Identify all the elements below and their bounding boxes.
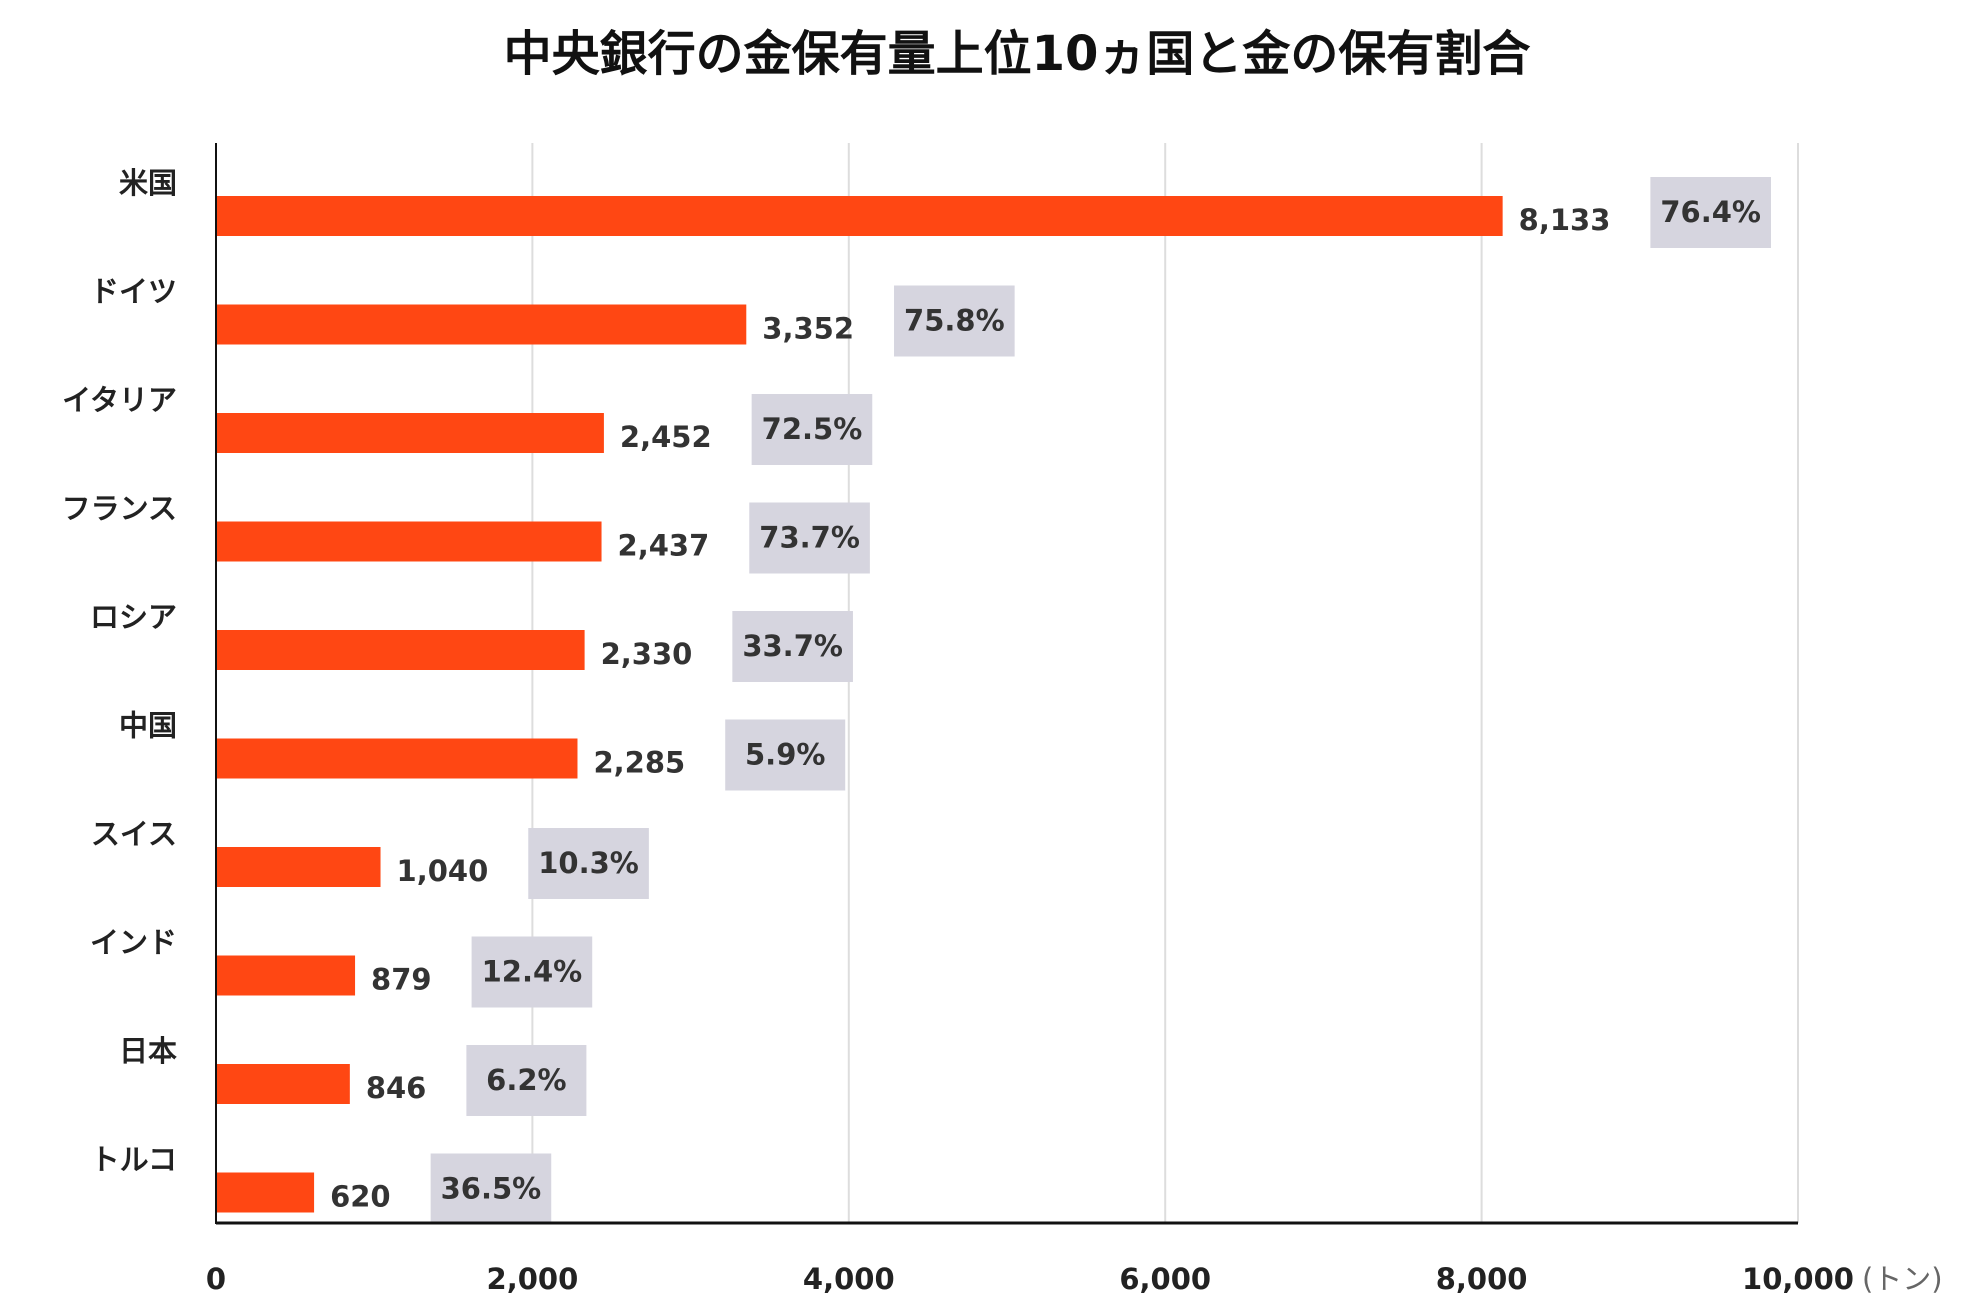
value-label: 8,133 — [1519, 203, 1611, 237]
value-label: 2,285 — [593, 746, 685, 780]
share-box — [725, 719, 846, 791]
category-label: 中国 — [119, 709, 177, 743]
x-tick-label: 2,000 — [487, 1262, 579, 1296]
share-label: 10.3% — [538, 846, 639, 880]
share-box — [894, 285, 1015, 357]
bar-group: スイス 1,040 10.3% — [91, 817, 649, 899]
value-label: 3,352 — [762, 312, 854, 346]
share-label: 6.2% — [486, 1063, 566, 1097]
x-tick-label: 0 — [206, 1262, 226, 1296]
value-label: 2,452 — [620, 420, 712, 454]
bar-group: ロシア 2,330 33.7% — [90, 600, 853, 682]
grid — [531, 143, 1799, 1223]
category-label: ロシア — [90, 600, 177, 634]
bar — [216, 1064, 350, 1104]
bar-group: トルコ 620 36.5% — [91, 1143, 552, 1225]
value-label: 620 — [330, 1180, 391, 1214]
bar-group: フランス 2,437 73.7% — [62, 492, 870, 574]
x-tick-label: 8,000 — [1436, 1262, 1528, 1296]
bar-group: 米国 8,133 76.4% — [119, 166, 1771, 248]
bar — [216, 413, 604, 453]
bar — [216, 304, 747, 345]
value-label: 2,330 — [601, 637, 693, 671]
bar — [216, 196, 1503, 236]
share-box — [732, 611, 853, 682]
value-label: 879 — [371, 963, 432, 997]
category-label: 米国 — [119, 166, 177, 200]
share-label: 75.8% — [904, 304, 1005, 338]
bar — [216, 1172, 315, 1213]
x-tick-label: 10,000 — [1742, 1262, 1854, 1296]
bar-group: イタリア 2,452 72.5% — [62, 383, 873, 465]
value-label: 1,040 — [397, 854, 489, 888]
share-label: 72.5% — [762, 412, 863, 446]
bar — [216, 955, 356, 996]
bar-group: 中国 2,285 5.9% — [119, 709, 846, 791]
bar-group: インド 879 12.4% — [90, 926, 593, 1008]
category-label: スイス — [91, 817, 177, 851]
share-label: 76.4% — [1660, 195, 1761, 229]
share-box — [1650, 177, 1771, 248]
x-axis-ticks: 0 2,000 4,000 6,000 8,000 10,000 — [206, 1262, 1854, 1296]
category-label: トルコ — [91, 1143, 177, 1177]
category-label: ドイツ — [90, 275, 177, 309]
share-label: 33.7% — [742, 629, 843, 663]
bar-group: ドイツ 3,352 75.8% — [90, 275, 1015, 357]
share-label: 12.4% — [482, 955, 583, 989]
bar-group: 日本 846 6.2% — [119, 1034, 587, 1116]
chart-title: 中央銀行の金保有量上位10ヵ国と金の保有割合 — [504, 26, 1531, 82]
value-label: 2,437 — [618, 529, 710, 563]
bars: 米国 8,133 76.4% ドイツ 3,352 75.8% イタリア 2,452 72.5% フ… — [62, 166, 1771, 1225]
share-box — [528, 828, 649, 899]
share-box — [749, 502, 870, 574]
x-tick-label: 6,000 — [1119, 1262, 1211, 1296]
share-box — [751, 394, 873, 465]
share-box — [430, 1153, 552, 1225]
share-label: 73.7% — [759, 521, 860, 555]
share-label: 5.9% — [745, 738, 825, 772]
bar — [216, 521, 602, 562]
category-label: 日本 — [119, 1034, 177, 1068]
value-label: 846 — [366, 1071, 427, 1105]
share-label: 36.5% — [441, 1172, 542, 1206]
bar — [216, 738, 578, 779]
x-tick-label: 4,000 — [803, 1262, 895, 1296]
category-label: フランス — [62, 492, 177, 526]
bar — [216, 630, 585, 670]
share-box — [466, 1045, 587, 1116]
category-label: インド — [90, 926, 177, 960]
share-box — [471, 936, 593, 1008]
category-label: イタリア — [62, 383, 177, 417]
x-axis-unit: (トン) — [1862, 1262, 1943, 1296]
bar — [216, 847, 381, 887]
